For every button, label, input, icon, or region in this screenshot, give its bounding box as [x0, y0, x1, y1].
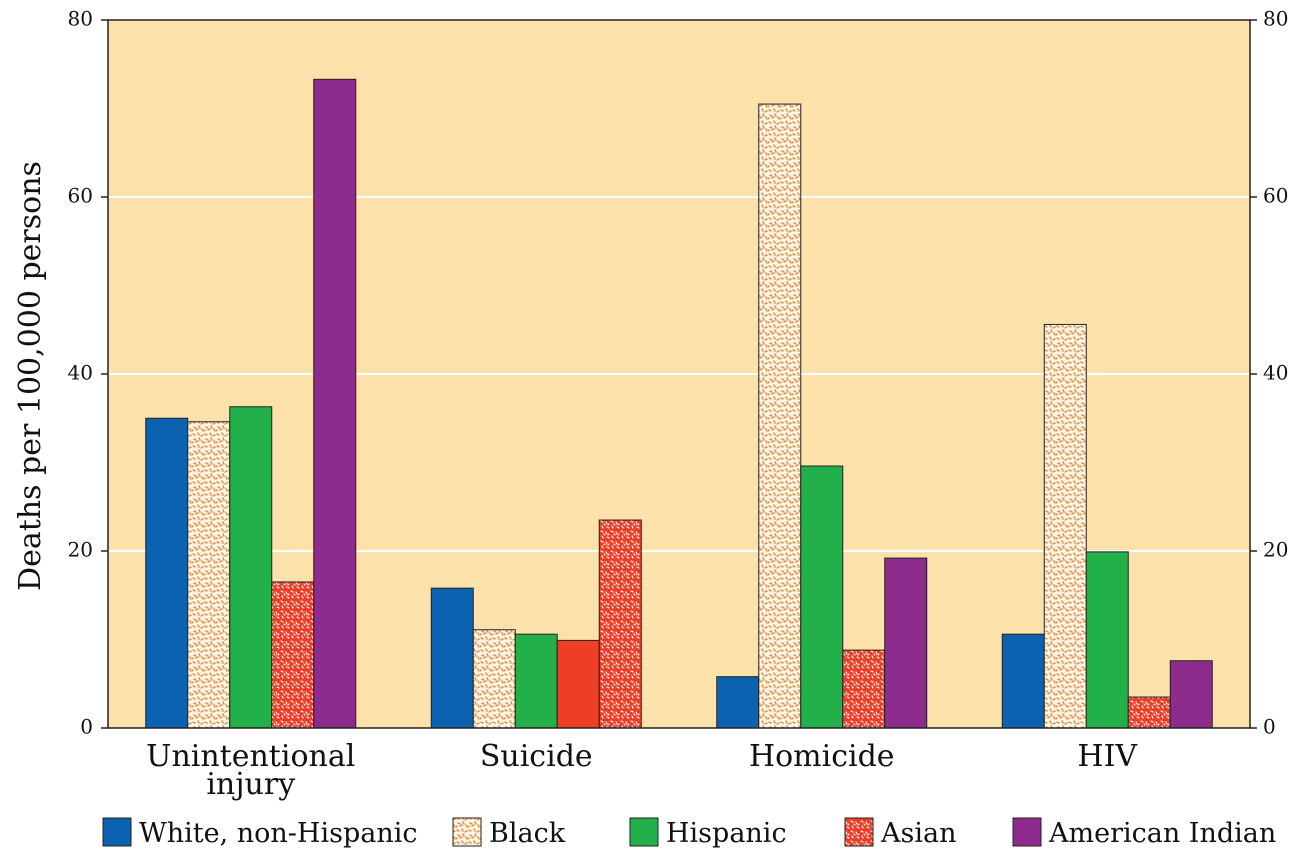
y-tick-label-right: 80 — [1263, 7, 1288, 31]
y-tick-label-right: 0 — [1263, 715, 1276, 739]
x-category-label: Unintentional — [146, 739, 355, 774]
bar-white-non-hispanic-suicide — [430, 587, 474, 729]
bars — [145, 78, 1213, 729]
axes — [101, 19, 1257, 729]
y-tick-label-left: 60 — [68, 184, 93, 208]
bar-white-non-hispanic-homicide — [716, 676, 760, 729]
bar-hispanic-hiv — [1085, 551, 1129, 729]
y-tick-labels-right: 0 20 40 60 80 — [1263, 7, 1288, 739]
bar-asian-hiv — [1127, 696, 1171, 729]
legend-swatch — [452, 817, 482, 847]
y-tick-label-left: 40 — [68, 361, 93, 385]
y-tick-label-left: 80 — [68, 7, 93, 31]
bar-american-indian-hiv — [1169, 660, 1213, 729]
bar-asian-unintentional-injury — [271, 581, 315, 729]
y-tick-labels-left: 0 20 40 60 80 — [68, 7, 93, 739]
legend-swatch — [844, 817, 874, 847]
legend: White, non-Hispanic Black Hispanic Asian Ame… — [102, 817, 1276, 849]
x-category-label: HIV — [1077, 739, 1138, 774]
bar-american-indian-suicide — [598, 519, 642, 729]
legend-label: Asian — [880, 818, 956, 849]
bar-hispanic-suicide — [514, 633, 558, 729]
bar-asian-suicide — [556, 639, 600, 729]
bar-black-suicide — [472, 629, 516, 729]
y-tick-label-left: 20 — [68, 538, 93, 562]
bar-white-non-hispanic-hiv — [1001, 633, 1045, 729]
y-tick-label-right: 40 — [1263, 361, 1288, 385]
legend-swatch — [102, 817, 132, 847]
bar-white-non-hispanic-unintentional-injury — [145, 417, 189, 729]
legend-swatch — [629, 817, 659, 847]
y-axis-label: Deaths per 100,000 persons — [13, 161, 48, 591]
bar-asian-homicide — [842, 649, 886, 729]
y-tick-label-left: 0 — [80, 715, 93, 739]
bar-black-hiv — [1043, 323, 1087, 729]
bar-american-indian-unintentional-injury — [313, 78, 357, 729]
legend-swatch — [1012, 817, 1042, 847]
x-category-label: injury — [206, 767, 295, 802]
bar-hispanic-homicide — [800, 465, 844, 729]
legend-label: Hispanic — [666, 818, 787, 849]
bar-black-unintentional-injury — [187, 421, 231, 729]
legend-label: White, non-Hispanic — [139, 818, 418, 849]
x-category-label: Homicide — [749, 739, 895, 774]
bar-hispanic-unintentional-injury — [229, 406, 273, 729]
bar-american-indian-homicide — [884, 557, 928, 729]
legend-label: Black — [489, 818, 566, 849]
legend-label: American Indian — [1048, 818, 1276, 849]
bar-black-homicide — [758, 103, 802, 729]
y-tick-label-right: 60 — [1263, 184, 1288, 208]
y-tick-label-right: 20 — [1263, 538, 1288, 562]
x-category-label: Suicide — [480, 739, 593, 774]
